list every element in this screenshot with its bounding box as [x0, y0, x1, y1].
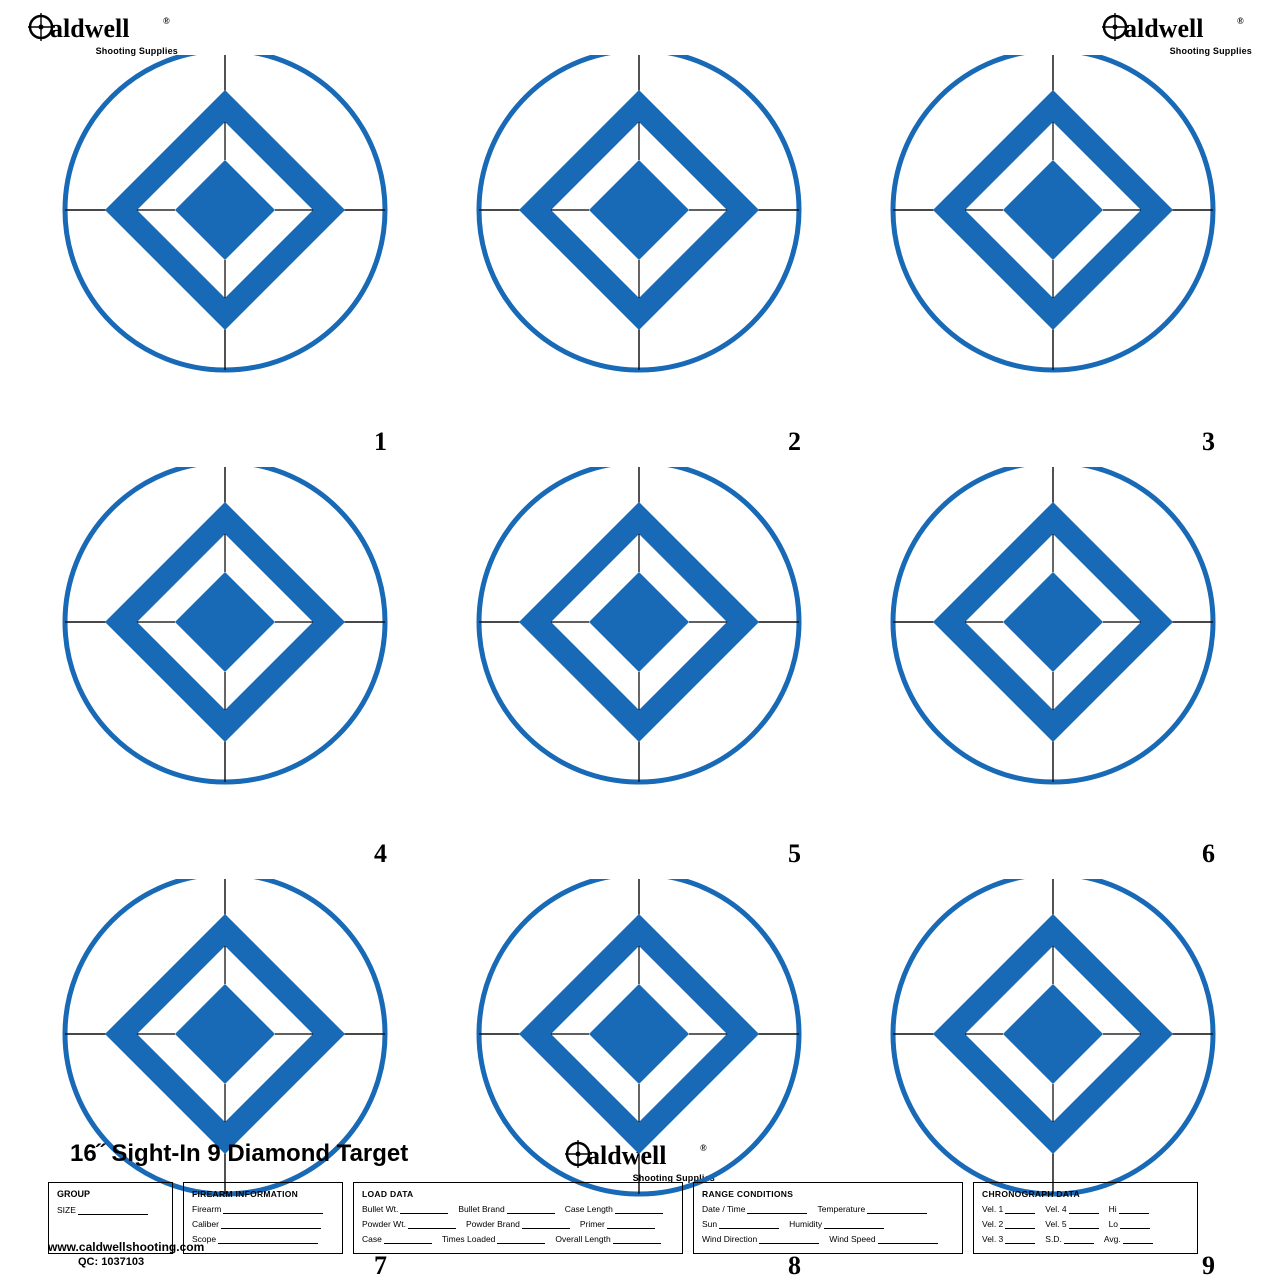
firearm-box: FIREARM INFORMATION Firearm Caliber Scope	[183, 1182, 343, 1254]
brand-logo-top-right: aldwell ® Shooting Supplies	[1102, 10, 1252, 56]
form-field: Hi	[1109, 1204, 1149, 1214]
product-title: 16˝ Sight-In 9 Diamond Target	[70, 1140, 408, 1168]
svg-text:aldwell: aldwell	[50, 14, 129, 43]
chrono-box: CHRONOGRAPH DATA Vel. 1 Vel. 4 Hi Vel. 2 Vel…	[973, 1182, 1198, 1254]
target-number: 6	[1202, 839, 1215, 869]
size-label: SIZE	[57, 1205, 76, 1215]
load-header: LOAD DATA	[362, 1189, 674, 1199]
form-field: Sun	[702, 1219, 779, 1229]
form-field: Powder Brand	[466, 1219, 570, 1229]
group-label: GROUP	[57, 1189, 164, 1199]
range-header: RANGE CONDITIONS	[702, 1189, 954, 1199]
form-field: Vel. 5	[1045, 1219, 1098, 1229]
form-field: Wind Direction	[702, 1234, 819, 1244]
form-field: Times Loaded	[442, 1234, 546, 1244]
form-field: S.D.	[1045, 1234, 1094, 1244]
svg-text:®: ®	[163, 16, 170, 26]
form-field: Bullet Brand	[458, 1204, 554, 1214]
targets-grid: 1 2	[45, 55, 1235, 1239]
target-cell: 5	[459, 467, 819, 827]
load-box: LOAD DATA Bullet Wt. Bullet Brand Case Len…	[353, 1182, 683, 1254]
brand-logo-top-left: aldwell ® Shooting Supplies	[28, 10, 178, 56]
form-field: Vel. 2	[982, 1219, 1035, 1229]
form-field: Lo	[1109, 1219, 1150, 1229]
form-field: Vel. 4	[1045, 1204, 1098, 1214]
form-field: Date / Time	[702, 1204, 807, 1214]
target-number: 5	[788, 839, 801, 869]
form-field: Case	[362, 1234, 432, 1244]
svg-text:®: ®	[1237, 16, 1244, 26]
form-field: Case Length	[565, 1204, 663, 1214]
range-box: RANGE CONDITIONS Date / Time Temperature S…	[693, 1182, 963, 1254]
target-number: 3	[1202, 427, 1215, 457]
form-field: Firearm	[192, 1204, 323, 1214]
form-field: Wind Speed	[829, 1234, 937, 1244]
form-field: Vel. 3	[982, 1234, 1035, 1244]
form-field: Avg.	[1104, 1234, 1153, 1244]
form-field: Overall Length	[555, 1234, 660, 1244]
target-cell: 2	[459, 55, 819, 415]
target-cell: 4	[45, 467, 405, 827]
footer-url: www.caldwellshooting.com	[48, 1240, 204, 1254]
form-field: Primer	[580, 1219, 655, 1229]
chrono-header: CHRONOGRAPH DATA	[982, 1189, 1189, 1199]
form-field: Powder Wt.	[362, 1219, 456, 1229]
footer-form: GROUP SIZE FIREARM INFORMATION Firearm Ca…	[48, 1182, 1240, 1254]
footer-qc: QC: 1037103	[78, 1256, 144, 1268]
target-number: 1	[374, 427, 387, 457]
target-cell: 3	[873, 55, 1233, 415]
form-field: Vel. 1	[982, 1204, 1035, 1214]
svg-text:aldwell: aldwell	[1124, 14, 1203, 43]
target-number: 2	[788, 427, 801, 457]
firearm-header: FIREARM INFORMATION	[192, 1189, 334, 1199]
target-number: 4	[374, 839, 387, 869]
target-cell: 1	[45, 55, 405, 415]
form-field: Humidity	[789, 1219, 884, 1229]
form-field: Caliber	[192, 1219, 321, 1229]
form-field: Temperature	[817, 1204, 927, 1214]
target-cell: 6	[873, 467, 1233, 827]
form-field: Bullet Wt.	[362, 1204, 448, 1214]
form-field: Scope	[192, 1234, 318, 1244]
